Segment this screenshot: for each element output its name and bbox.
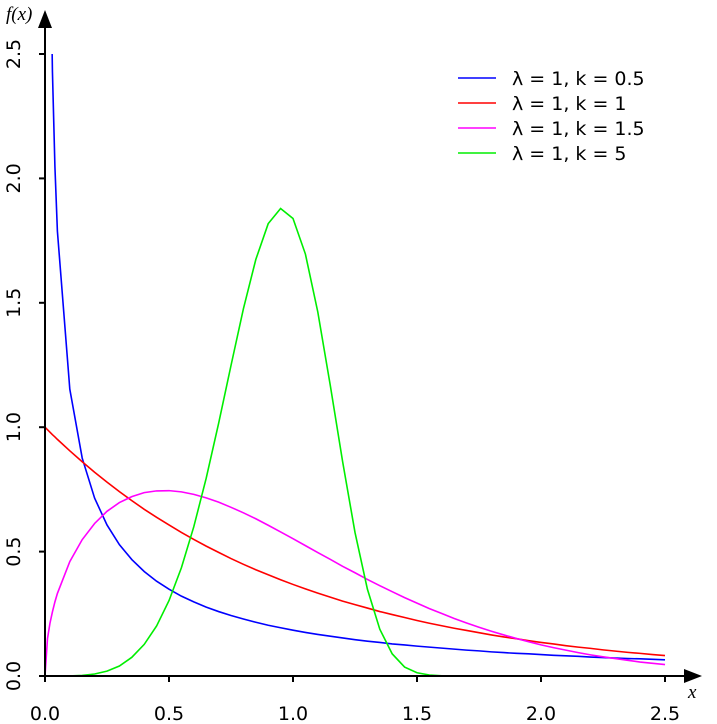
- y-tick-label: 2.5: [3, 39, 25, 69]
- x-tick-label: 1.0: [278, 703, 308, 724]
- x-tick-label: 0.5: [154, 703, 184, 724]
- legend-label: λ = 1, k = 5: [512, 143, 627, 165]
- y-tick-label: 1.5: [3, 288, 25, 318]
- y-tick-label: 0.0: [3, 661, 25, 691]
- legend-label: λ = 1, k = 1: [512, 93, 627, 115]
- x-tick-label: 2.5: [650, 703, 680, 724]
- series-line: [51, 54, 666, 661]
- y-axis-arrow: [38, 10, 52, 28]
- y-tick-label: 1.0: [3, 412, 25, 442]
- legend-label: λ = 1, k = 0.5: [512, 68, 645, 90]
- legend-label: λ = 1, k = 1.5: [512, 118, 645, 140]
- x-tick-label: 0.0: [30, 703, 60, 724]
- x-axis-arrow: [684, 669, 702, 683]
- y-tick-label: 2.0: [3, 163, 25, 193]
- x-axis-label: x: [687, 682, 697, 703]
- series-line: [45, 426, 666, 657]
- y-tick-label: 0.5: [3, 536, 25, 566]
- x-tick-label: 1.5: [402, 703, 432, 724]
- y-axis-label: f(x): [6, 4, 32, 25]
- series-line: [45, 489, 666, 677]
- x-tick-label: 2.0: [526, 703, 556, 724]
